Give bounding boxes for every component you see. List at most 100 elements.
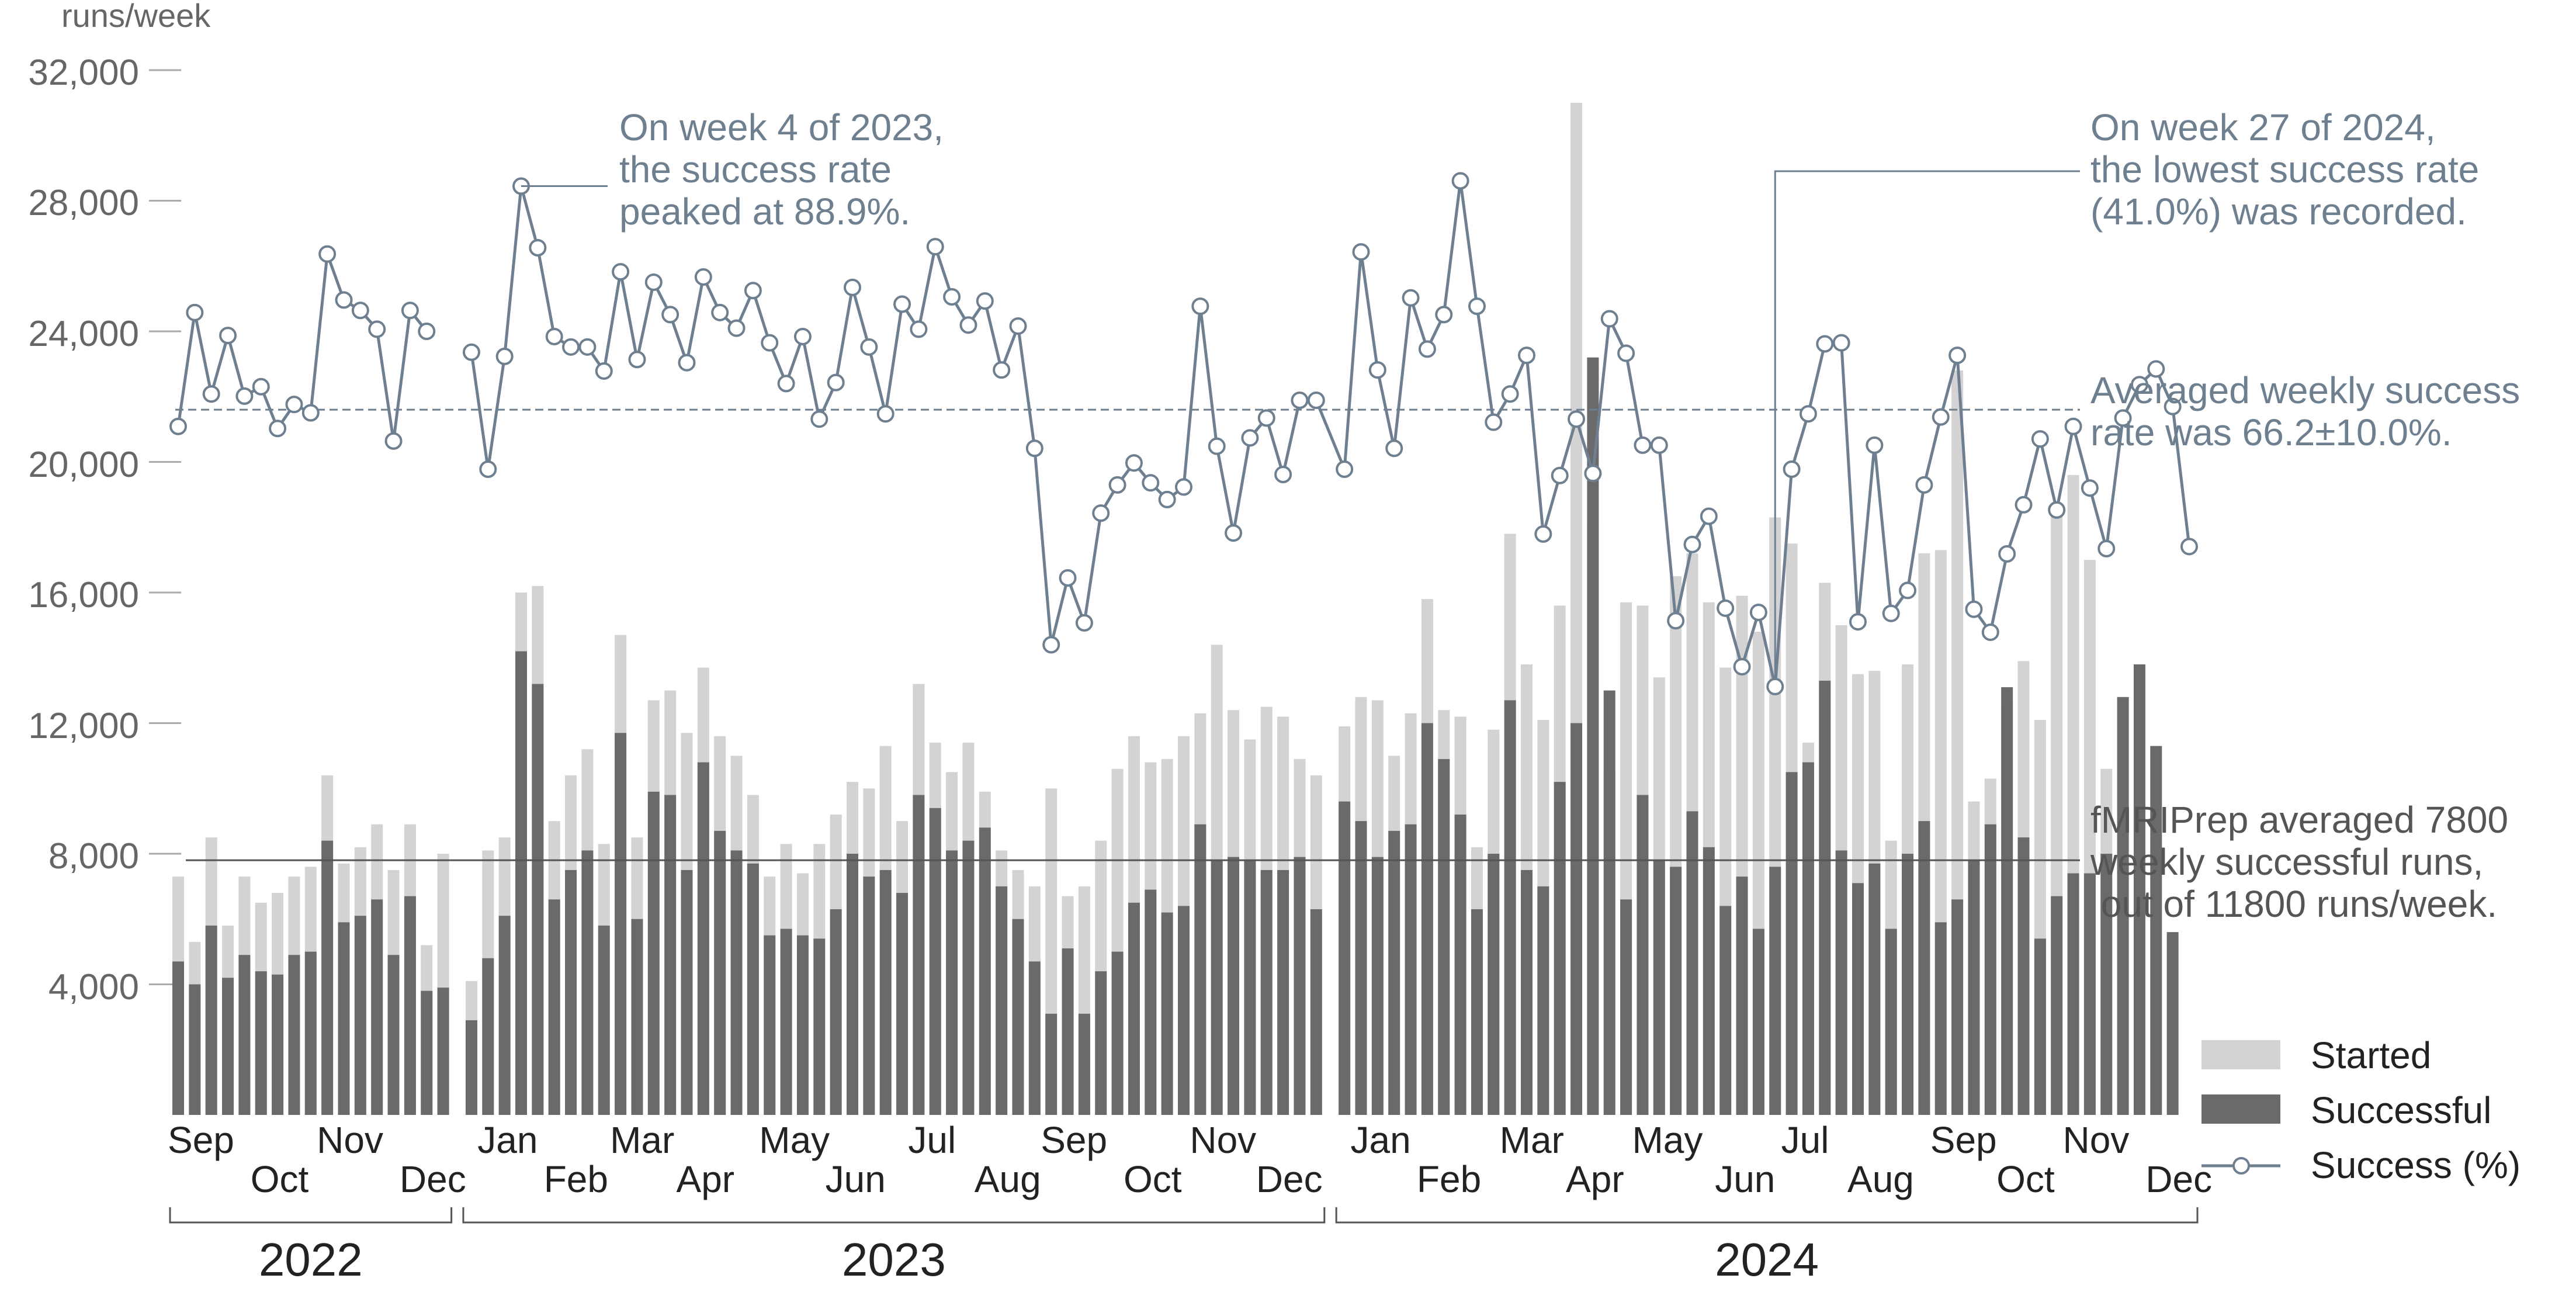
successful-bar xyxy=(1161,912,1173,1115)
success-rate-point xyxy=(1418,340,1436,358)
successful-bar xyxy=(548,899,560,1115)
successful-bar xyxy=(482,958,494,1115)
month-label: Oct xyxy=(251,1158,309,1200)
month-label: Sep xyxy=(1930,1119,1997,1161)
month-label: Mar xyxy=(1500,1119,1564,1161)
success-rate-point xyxy=(926,238,944,256)
y-tick: 8,000 xyxy=(48,836,139,877)
successful-bar xyxy=(1686,811,1698,1115)
month-label: Feb xyxy=(1417,1158,1481,1200)
month-label: Feb xyxy=(544,1158,608,1200)
success-rate-point xyxy=(1191,297,1209,316)
successful-bar xyxy=(2166,932,2179,1115)
successful-bar xyxy=(421,990,433,1115)
successful-bar xyxy=(1310,909,1322,1115)
successful-bar xyxy=(1471,909,1483,1115)
success-rate-point xyxy=(1932,408,1950,426)
y-tick-label: 20,000 xyxy=(28,445,139,485)
month-label: Nov xyxy=(317,1119,383,1161)
successful-bar xyxy=(1819,680,1831,1115)
success-rate-point xyxy=(301,404,320,422)
successful-bar xyxy=(780,929,792,1115)
successful-bar xyxy=(2067,873,2079,1115)
successful-bar xyxy=(1719,906,1732,1115)
successful-bar xyxy=(962,840,975,1115)
legend-label-success-pct: Success (%) xyxy=(2311,1144,2520,1186)
annotation-average-runs-line-3: out of 11800 runs/week. xyxy=(2090,883,2497,925)
success-rate-point xyxy=(1749,603,1767,621)
y-tick-label: 28,000 xyxy=(28,183,139,223)
annotation-average-runs: fMRIPrep averaged 7800 weekly successful… xyxy=(2090,799,2508,925)
success-rate-point xyxy=(462,343,480,361)
success-rate-point xyxy=(1816,335,1834,353)
success-rate-point xyxy=(1518,347,1535,365)
successful-bar xyxy=(172,961,184,1115)
month-label: Oct xyxy=(1124,1158,1182,1200)
successful-bar xyxy=(532,684,544,1115)
successful-bar xyxy=(1438,758,1450,1115)
month-label: May xyxy=(1632,1119,1703,1161)
successful-bar xyxy=(996,886,1008,1115)
success-rate-point xyxy=(761,334,779,352)
success-rate-point xyxy=(1551,466,1569,484)
month-label: Dec xyxy=(2145,1158,2212,1200)
successful-bar xyxy=(1145,889,1157,1115)
successful-bar xyxy=(1454,814,1466,1115)
success-rate-point xyxy=(1667,612,1685,630)
success-rate-point xyxy=(1142,474,1160,492)
annotation-lowest-leader xyxy=(1774,170,2080,678)
success-rate-point xyxy=(810,410,828,428)
success-rate-point xyxy=(2147,360,2165,378)
successful-bar xyxy=(1868,863,1881,1115)
successful-bar xyxy=(189,984,201,1115)
successful-bar xyxy=(1570,723,1583,1115)
y-tick: 12,000 xyxy=(28,706,139,746)
success-rate-point xyxy=(976,292,994,310)
month-label: Jun xyxy=(1715,1158,1775,1200)
successful-bar xyxy=(1339,801,1351,1115)
successful-bar xyxy=(338,922,350,1115)
success-rate-point xyxy=(285,396,303,414)
y-tick-label: 8,000 xyxy=(48,836,139,877)
success-rate-point xyxy=(628,351,646,369)
successful-bar xyxy=(1355,821,1367,1115)
success-rate-point xyxy=(1650,436,1668,454)
successful-bar xyxy=(1653,860,1665,1115)
month-label: Aug xyxy=(1847,1158,1914,1200)
success-rate-point xyxy=(1783,460,1801,479)
y-tick: 16,000 xyxy=(28,575,139,615)
legend-label-started: Started xyxy=(2311,1034,2431,1076)
success-rate-point xyxy=(1600,310,1618,328)
y-tick-label: 16,000 xyxy=(28,575,139,615)
successful-bar xyxy=(1244,860,1256,1115)
year-bracket xyxy=(462,1207,1326,1224)
annotation-average-runs-line-2: weekly successful runs, xyxy=(2090,841,2483,883)
month-label: Mar xyxy=(610,1119,674,1161)
successful-bar xyxy=(205,925,217,1115)
success-rate-point xyxy=(1485,413,1503,431)
successful-bar xyxy=(631,919,643,1115)
y-tick: 28,000 xyxy=(28,183,139,223)
success-rate-point xyxy=(959,316,977,334)
successful-bar xyxy=(1178,906,1190,1115)
success-rate-point xyxy=(1683,535,1701,553)
successful-bar xyxy=(1421,723,1433,1115)
success-rate-point xyxy=(1849,613,1867,631)
successful-bar xyxy=(2051,896,2063,1115)
legend-swatch-started xyxy=(2201,1040,2280,1069)
successful-bar xyxy=(1637,795,1649,1115)
success-rate-point xyxy=(1468,297,1486,316)
success-rate-point xyxy=(1717,599,1735,617)
successful-bar xyxy=(565,870,577,1115)
month-labels: SepOctNovDecJanFebMarAprMayJunJulAugSepO… xyxy=(168,1119,2212,1200)
success-rate-point xyxy=(1291,392,1309,410)
annotation-peak-line-1: On week 4 of 2023, xyxy=(619,106,944,148)
successful-bar xyxy=(222,978,234,1115)
success-rate-point xyxy=(401,302,419,320)
successful-bar xyxy=(515,651,527,1115)
success-rate-point xyxy=(793,327,812,345)
success-rate-point xyxy=(1257,409,1275,427)
successful-bar xyxy=(1504,700,1516,1115)
success-rate-point xyxy=(418,323,436,340)
